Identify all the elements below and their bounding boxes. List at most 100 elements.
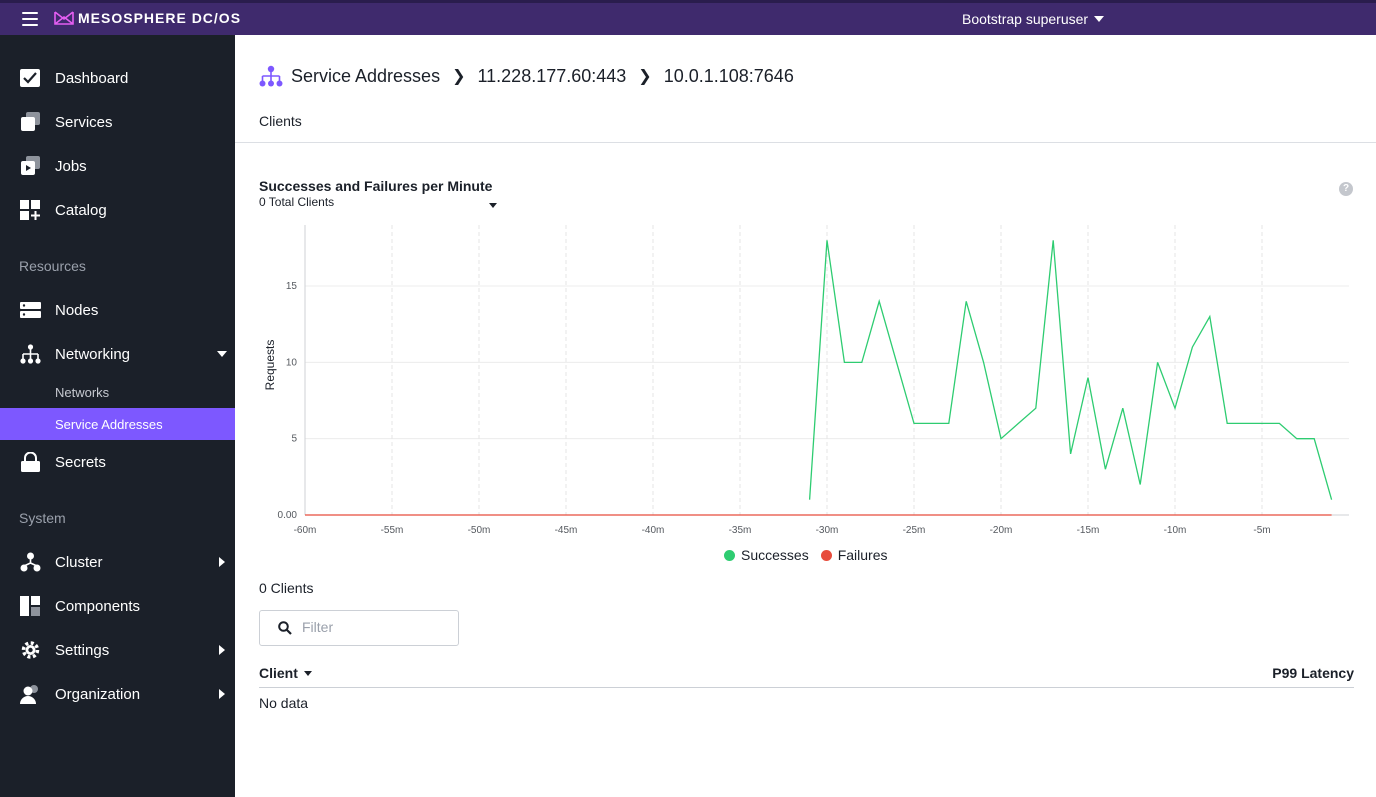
sidebar: Dashboard Services Jobs Catalog Resource… [0,35,235,797]
main-content: Service Addresses ❯ 11.228.177.60:443 ❯ … [235,35,1376,797]
table-empty-message: No data [259,695,309,711]
sidebar-item-dashboard[interactable]: Dashboard [0,56,235,100]
x-tick-label: -10m [1164,525,1187,536]
sidebar-item-organization[interactable]: Organization [0,672,235,716]
sidebar-item-label: Networking [55,345,131,363]
legend-swatch [820,549,832,561]
sidebar-item-label: Dashboard [55,69,129,87]
chevron-down-icon[interactable] [489,203,497,208]
organization-icon [20,685,38,704]
legend-label: Successes [741,547,809,563]
x-tick-label: -55m [381,525,404,536]
brand-name: MESOSPHERE DC/OS [78,10,242,26]
sidebar-item-networks[interactable]: Networks [0,376,235,408]
mesosphere-logo-icon [54,11,74,25]
series-line-successes [808,240,1333,500]
catalog-icon [20,200,40,220]
x-tick-label: -35m [729,525,752,536]
legend-swatch [724,549,735,561]
y-tick-label: 10 [286,357,298,368]
sidebar-item-service-addresses[interactable]: Service Addresses [0,408,235,440]
x-tick-label: -20m [990,525,1013,536]
chevron-right-icon [219,689,225,699]
column-header-client[interactable]: Client [259,665,312,681]
cluster-icon [20,552,41,572]
y-tick-label: 15 [286,281,298,292]
services-icon [21,112,40,131]
user-menu[interactable]: Bootstrap superuser [962,11,1105,27]
sidebar-item-label: Organization [55,685,141,703]
column-header-label: Client [259,665,298,681]
x-tick-label: -30m [816,525,839,536]
breadcrumb-backend[interactable]: 10.0.1.108:7646 [663,65,794,86]
brand-logo[interactable]: MESOSPHERE DC/OS [54,10,241,26]
x-tick-label: -60m [294,525,317,536]
legend-item-failures[interactable]: Failures [820,547,888,563]
legend-item-successes[interactable]: Successes [724,547,809,563]
requests-chart: 0.00 5 10 15 -60m -55m -50m -45m -40m -35m -30m -25… [263,225,1349,536]
sidebar-item-label: Nodes [55,301,99,319]
chart-subtitle: 0 Total Clients [259,195,335,209]
jobs-icon [21,156,40,175]
sidebar-section-resources: Resources [19,258,86,274]
dashboard-icon [20,69,40,87]
chart-title: Successes and Failures per Minute [259,178,493,194]
x-tick-label: -25m [903,525,926,536]
lock-icon [21,452,40,472]
chevron-right-icon: ❯ [452,68,466,85]
nodes-icon [20,302,41,318]
filter-input[interactable] [302,619,452,635]
sidebar-item-label: Services [55,113,113,131]
breadcrumb-service-addresses[interactable]: Service Addresses [291,65,441,86]
legend-label: Failures [837,547,888,563]
chart-legend: Successes Failures [724,547,900,563]
x-tick-label: -5m [1253,525,1270,536]
tab-clients[interactable]: Clients [259,113,302,129]
chevron-down-icon [1094,16,1105,22]
sidebar-item-services[interactable]: Services [0,100,235,144]
help-icon[interactable]: ? [1339,182,1353,196]
sort-desc-icon [303,670,312,676]
user-name: Bootstrap superuser [962,11,1089,27]
sidebar-item-label: Service Addresses [55,416,163,432]
sidebar-item-nodes[interactable]: Nodes [0,288,235,332]
sidebar-item-label: Cluster [55,553,103,571]
sidebar-section-system: System [19,510,66,526]
chevron-right-icon [219,645,225,655]
sidebar-item-networking[interactable]: Networking [0,332,235,376]
networking-icon [20,344,41,364]
filter-box[interactable] [259,610,459,646]
sidebar-item-components[interactable]: Components [0,584,235,628]
sidebar-item-label: Jobs [55,157,87,175]
sidebar-item-label: Settings [55,641,110,659]
x-tick-label: -45m [555,525,578,536]
components-icon [20,596,40,616]
table-header-divider [259,687,1354,688]
sidebar-item-settings[interactable]: Settings [0,628,235,672]
x-tick-label: -15m [1077,525,1100,536]
sidebar-item-label: Components [55,597,141,615]
x-tick-label: -40m [642,525,665,536]
chevron-down-icon [217,351,227,357]
column-header-p99-latency[interactable]: P99 Latency [1272,665,1354,681]
sidebar-item-label: Secrets [55,453,106,471]
networking-icon [259,65,283,87]
clients-count: 0 Clients [259,580,314,596]
sidebar-item-label: Catalog [55,201,107,219]
sidebar-item-secrets[interactable]: Secrets [0,440,235,484]
breadcrumb: Service Addresses ❯ 11.228.177.60:443 ❯ … [259,65,794,87]
chevron-right-icon [219,557,225,567]
y-tick-label: 5 [291,434,297,445]
gear-icon [21,641,40,659]
breadcrumb-vip[interactable]: 11.228.177.60:443 [477,65,627,86]
chevron-right-icon: ❯ [638,68,652,85]
hamburger-menu-icon[interactable] [22,12,38,26]
x-tick-label: -50m [468,525,491,536]
y-axis-label: Requests [263,340,277,391]
top-bar: MESOSPHERE DC/OS Bootstrap superuser [0,0,1376,35]
y-tick-label: 0.00 [278,510,298,521]
search-icon [278,621,292,635]
sidebar-item-jobs[interactable]: Jobs [0,144,235,188]
sidebar-item-catalog[interactable]: Catalog [0,188,235,232]
sidebar-item-cluster[interactable]: Cluster [0,540,235,584]
